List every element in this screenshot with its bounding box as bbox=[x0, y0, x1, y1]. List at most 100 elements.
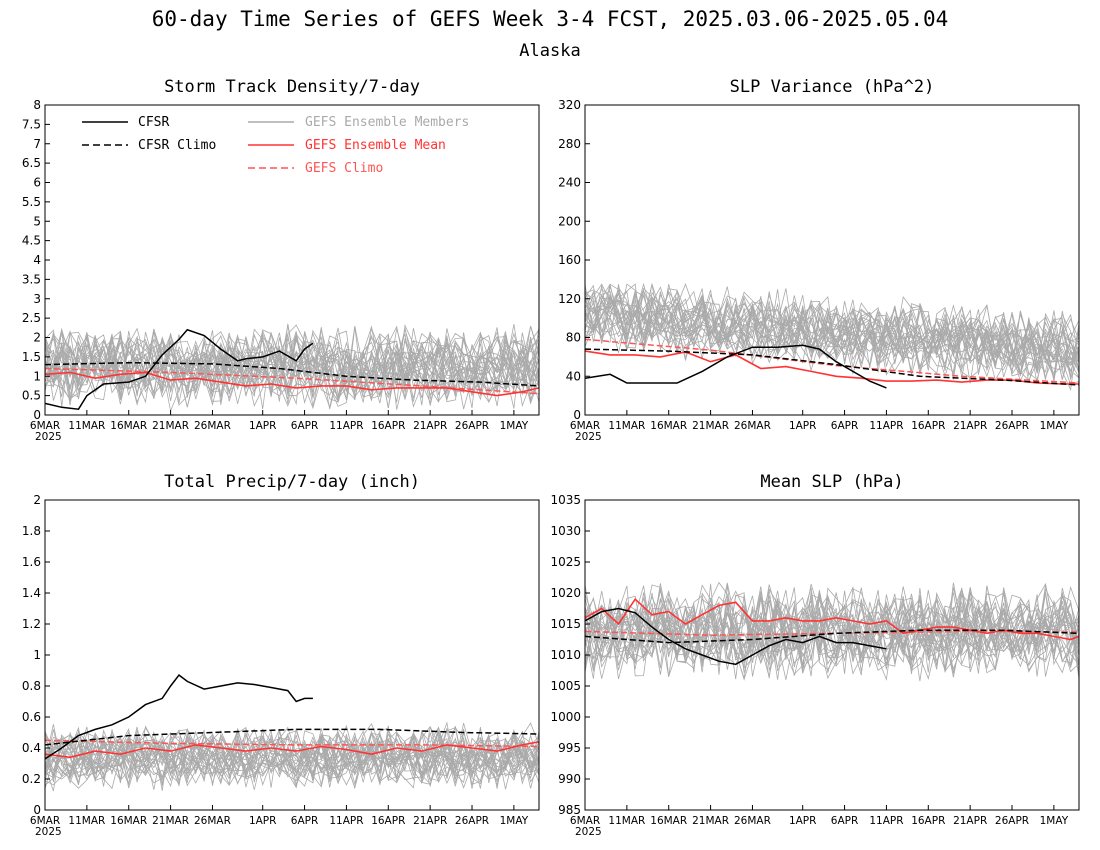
x-tick-label: 6APR bbox=[831, 815, 859, 827]
member-line bbox=[44, 329, 540, 410]
y-tick-label: 1015 bbox=[550, 617, 581, 631]
series-cfsr-slp-variance bbox=[584, 344, 887, 389]
x-tick-label: 1APR bbox=[789, 420, 817, 432]
x-tick-label: 26MAR bbox=[734, 420, 771, 432]
member-line bbox=[44, 331, 540, 402]
y-tick-label: 1 bbox=[33, 648, 41, 662]
x-tick-label: 26MAR bbox=[194, 815, 231, 827]
x-tick-label: 21APR bbox=[413, 420, 447, 432]
member-line bbox=[584, 582, 1080, 673]
y-tick-label: 1.4 bbox=[22, 586, 41, 600]
x-year-label: 2025 bbox=[35, 826, 62, 838]
y-tick-label: 1.5 bbox=[22, 350, 41, 364]
y-tick-label: 4.5 bbox=[22, 234, 41, 248]
x-tick-label: 21MAR bbox=[152, 815, 189, 827]
x-tick-label: 21APR bbox=[953, 420, 987, 432]
y-tick-label: 0.5 bbox=[22, 389, 41, 403]
y-tick-label: 1030 bbox=[550, 524, 581, 538]
x-tick-label: 11MAR bbox=[608, 420, 645, 432]
x-year-label: 2025 bbox=[575, 431, 602, 443]
y-tick-label: 3 bbox=[33, 292, 41, 306]
y-tick-label: 2 bbox=[33, 493, 41, 507]
x-tick-label: 1MAY bbox=[1040, 815, 1069, 827]
plot-frame-slp-variance bbox=[584, 104, 1080, 416]
x-tick-label: 16APR bbox=[371, 815, 405, 827]
y-tick-label: 2 bbox=[33, 331, 41, 345]
series-gefs-ensemble-mean-slp-variance bbox=[584, 350, 1079, 385]
y-tick-label: 80 bbox=[566, 331, 581, 345]
legend-label-cfsr-climo: CFSR Climo bbox=[138, 138, 216, 153]
legend: CFSR CFSR Climo GEFS Ensemble Members GE… bbox=[82, 115, 469, 176]
x-tick-label: 11MAR bbox=[68, 815, 105, 827]
x-tick-label: 6APR bbox=[291, 420, 319, 432]
y-tick-label: 5.5 bbox=[22, 195, 41, 209]
y-tick-label: 0 bbox=[33, 408, 41, 422]
y-tick-label: 160 bbox=[558, 253, 581, 267]
series-cfsr-total-precip bbox=[44, 674, 313, 760]
members-slp-variance bbox=[584, 282, 1080, 392]
members-total-precip bbox=[44, 721, 540, 792]
y-tick-label: 7 bbox=[33, 137, 41, 151]
x-tick-label: 21MAR bbox=[692, 420, 729, 432]
member-line bbox=[44, 325, 540, 403]
panel-title-mean-slp: Mean SLP (hPa) bbox=[760, 472, 903, 492]
y-tick-label: 120 bbox=[558, 292, 581, 306]
y-tick-label: 6 bbox=[33, 176, 41, 190]
y-tick-label: 1.6 bbox=[22, 555, 41, 569]
y-tick-label: 985 bbox=[558, 803, 581, 817]
y-tick-label: 200 bbox=[558, 214, 581, 228]
y-tick-label: 6.5 bbox=[22, 156, 41, 170]
x-tick-label: 6MAR bbox=[30, 815, 60, 827]
series-cfsr-storm-track bbox=[44, 328, 314, 410]
y-tick-label: 1.2 bbox=[22, 617, 41, 631]
member-line bbox=[584, 584, 1080, 674]
member-line bbox=[44, 326, 540, 410]
member-line bbox=[44, 327, 540, 408]
series-gefs-climo-storm-track bbox=[44, 367, 540, 395]
y-tick-label: 0 bbox=[573, 408, 581, 422]
x-tick-label: 6APR bbox=[291, 815, 319, 827]
x-tick-label: 16MAR bbox=[650, 420, 687, 432]
x-tick-label: 26MAR bbox=[194, 420, 231, 432]
member-line bbox=[584, 287, 1080, 380]
y-tick-label: 0 bbox=[33, 803, 41, 817]
series-cfsr-climo-slp-variance bbox=[584, 348, 1080, 386]
page-subtitle: Alaska bbox=[519, 41, 580, 61]
y-tick-label: 1 bbox=[33, 369, 41, 383]
x-tick-label: 6APR bbox=[831, 420, 859, 432]
legend-label-ens-mean: GEFS Ensemble Mean bbox=[305, 138, 446, 153]
series-gefs-climo-slp-variance bbox=[584, 338, 1080, 384]
series-cfsr-climo-mean-slp bbox=[584, 629, 1080, 644]
x-tick-label: 1APR bbox=[789, 815, 817, 827]
y-tick-label: 280 bbox=[558, 137, 581, 151]
x-tick-label: 21MAR bbox=[152, 420, 189, 432]
x-tick-label: 21APR bbox=[953, 815, 987, 827]
panel-title-total-precip: Total Precip/7-day (inch) bbox=[164, 472, 420, 492]
x-tick-label: 1APR bbox=[249, 420, 277, 432]
x-tick-label: 1MAY bbox=[500, 420, 529, 432]
series-cfsr-climo-storm-track bbox=[44, 361, 540, 387]
series-cfsr-climo-total-precip bbox=[44, 728, 540, 746]
series-gefs-ensemble-mean-storm-track bbox=[44, 371, 540, 397]
member-line bbox=[584, 587, 1080, 674]
x-tick-label: 26APR bbox=[455, 420, 489, 432]
y-tick-label: 40 bbox=[566, 369, 581, 383]
x-tick-label: 16MAR bbox=[110, 420, 147, 432]
member-line bbox=[584, 592, 1080, 677]
y-tick-label: 320 bbox=[558, 98, 581, 112]
panel-mean-slp: Mean SLP (hPa) 985 990 995 1000 1005 1010 1015 1… bbox=[550, 472, 1080, 838]
x-tick-label: 26APR bbox=[995, 815, 1029, 827]
member-line bbox=[584, 286, 1080, 366]
y-tick-label: 8 bbox=[33, 98, 41, 112]
y-tick-label: 1025 bbox=[550, 555, 581, 569]
panel-storm-track: Storm Track Density/7-day 0 0.5 1 1.5 2 2.5 3 3.… bbox=[22, 77, 540, 443]
y-tick-label: 1010 bbox=[550, 648, 581, 662]
member-line bbox=[584, 587, 1080, 680]
x-tick-label: 6MAR bbox=[570, 815, 600, 827]
x-tick-label: 1MAY bbox=[500, 815, 529, 827]
y-tick-label: 3.5 bbox=[22, 272, 41, 286]
member-line bbox=[44, 726, 540, 790]
legend-label-cfsr: CFSR bbox=[138, 115, 169, 130]
member-line bbox=[44, 325, 540, 398]
